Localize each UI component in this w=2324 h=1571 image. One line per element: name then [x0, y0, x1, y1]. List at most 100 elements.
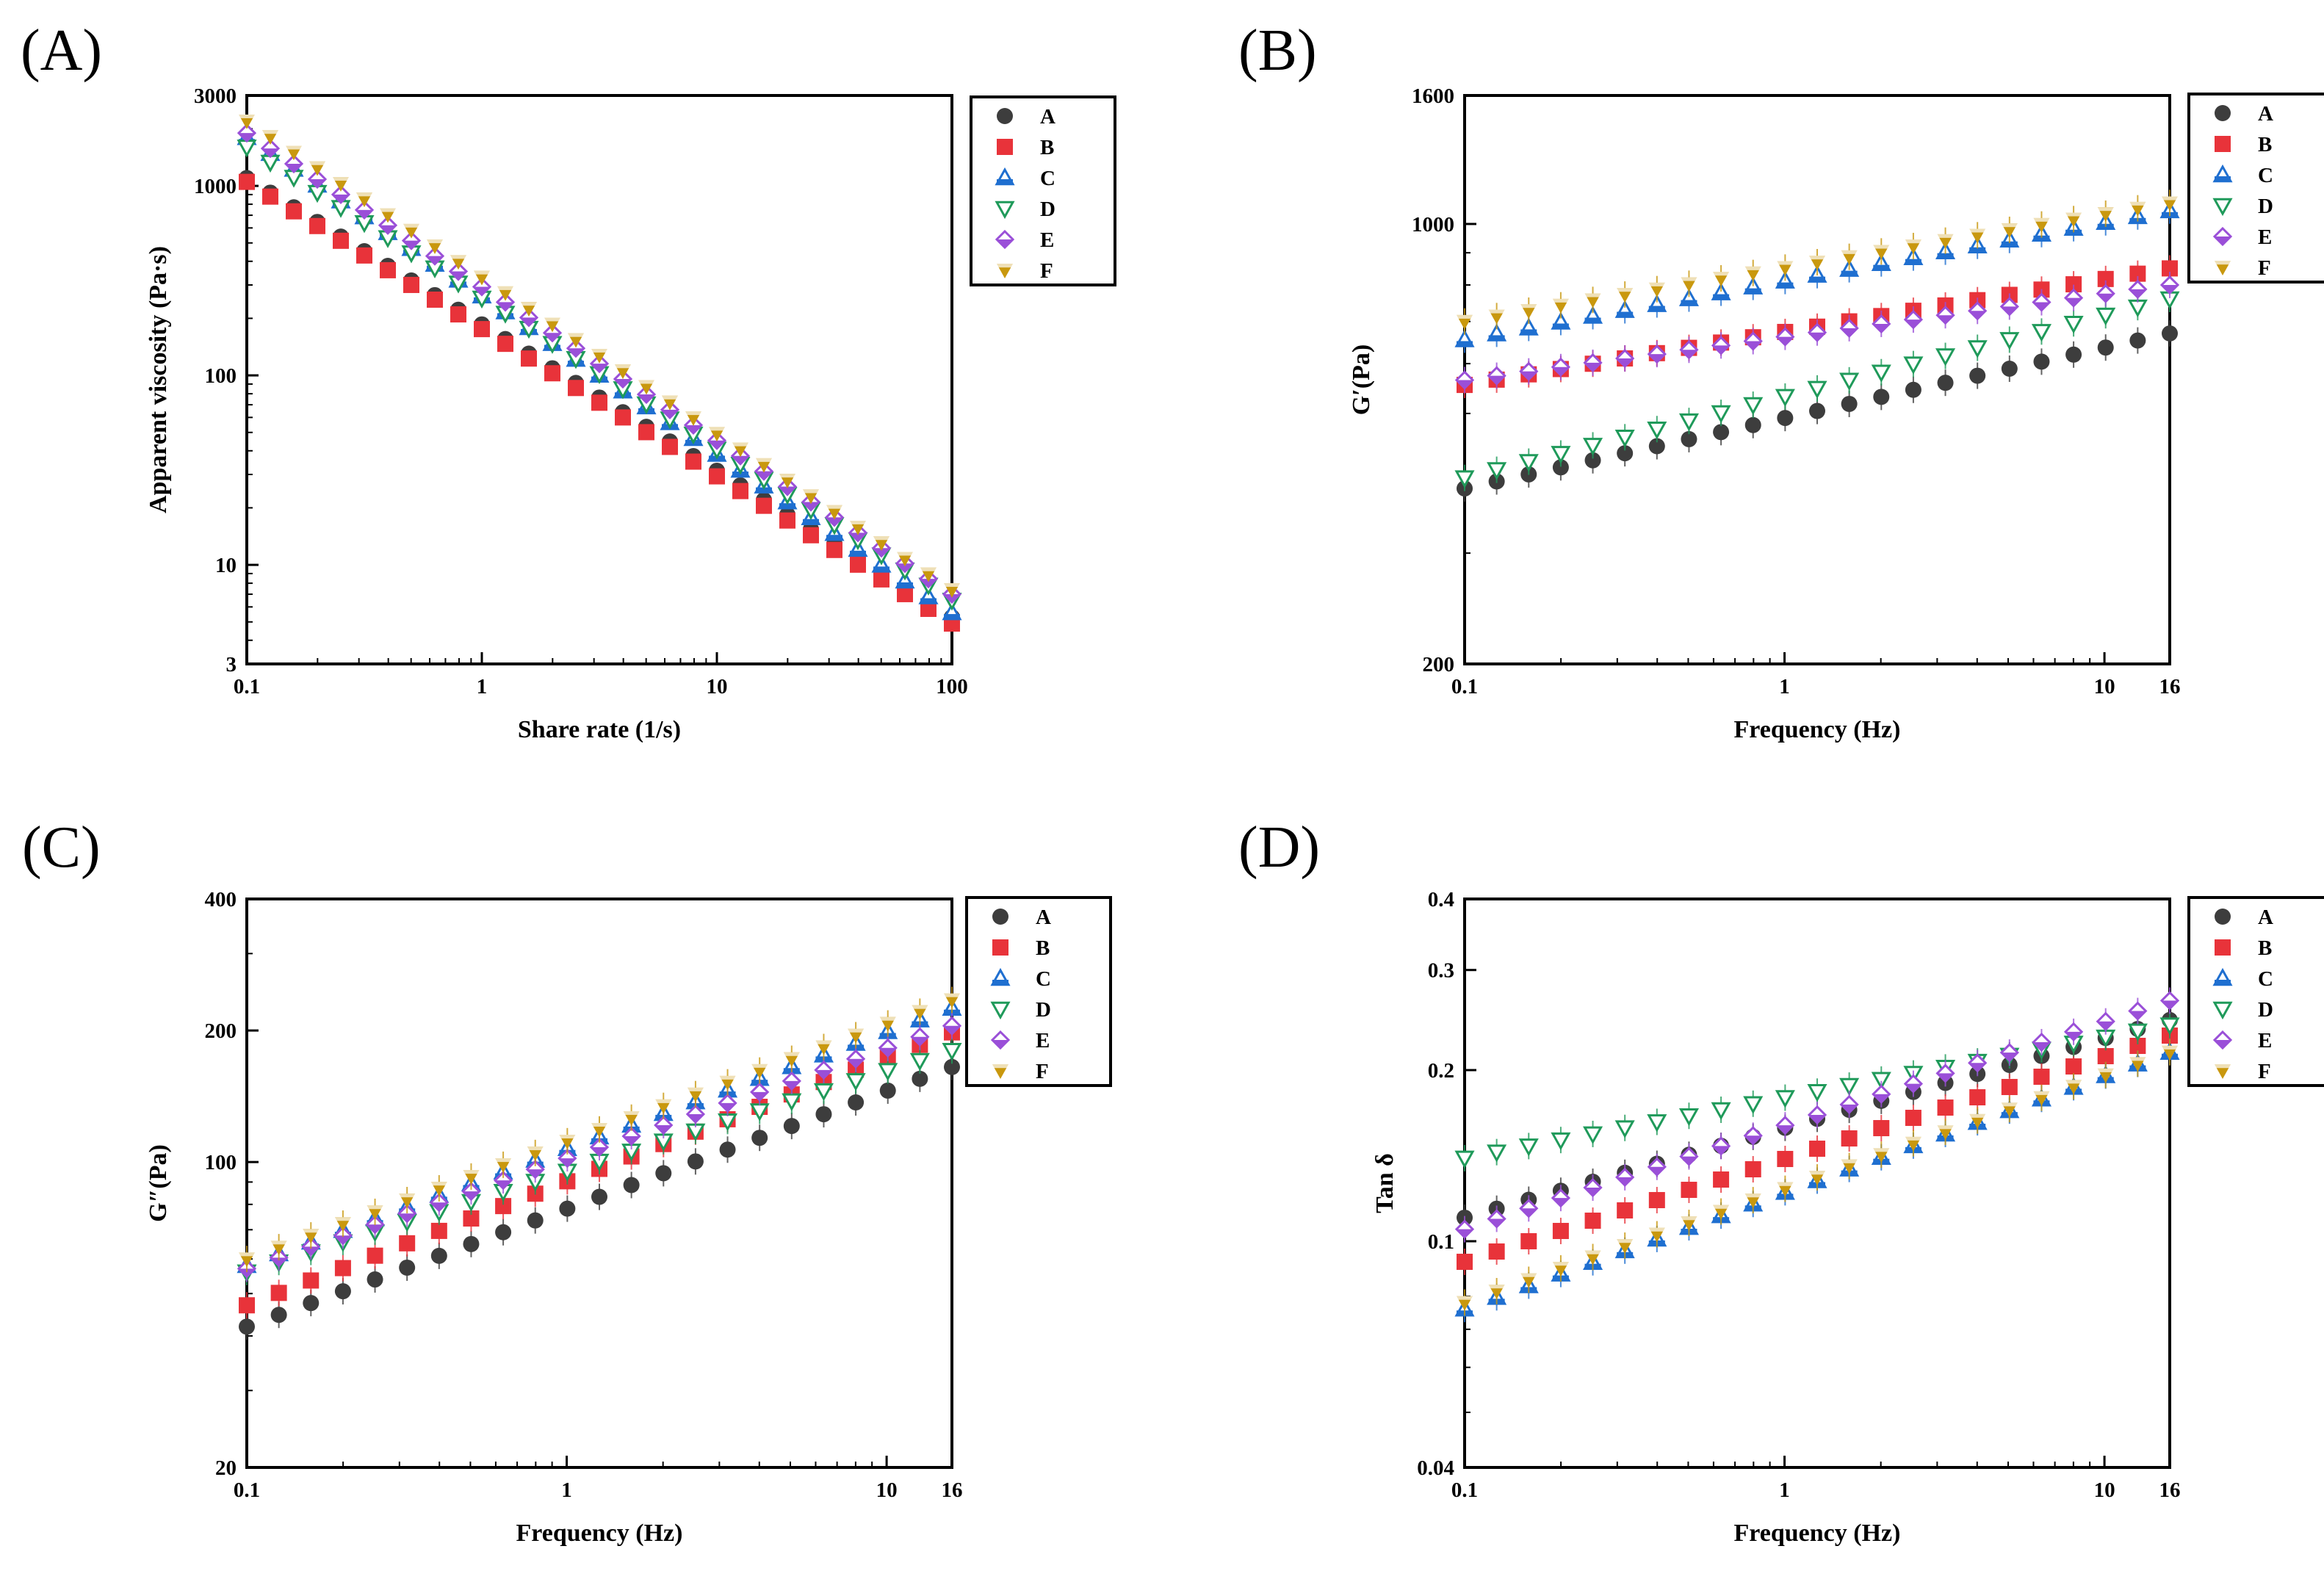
panel-c-point-a: [783, 1118, 800, 1135]
panel-b-point-e: [1968, 301, 1988, 321]
panel-a-point-f: [309, 161, 325, 176]
panel-a-point-b: [568, 380, 584, 397]
panel-d-point-f: [1841, 1159, 1858, 1174]
panel-a-point-b: [380, 261, 396, 278]
panel-d-series-e: [1454, 987, 2180, 1243]
panel-d-legend-label-e: E: [2258, 1029, 2272, 1052]
panel-b-point-d: [2127, 299, 2148, 318]
panel-a-ytick-label: 3000: [194, 84, 237, 108]
panel-d-point-e: [1968, 1053, 1988, 1073]
panel-c-point-a: [430, 1247, 447, 1264]
panel-b-point-a: [1744, 416, 1761, 433]
panel-a-point-f: [920, 567, 937, 582]
panel-d-point-f: [2033, 1091, 2050, 1106]
panel-c-xtick-label: 10: [876, 1478, 898, 1502]
panel-b-point-d: [1935, 348, 1956, 366]
panel-d-legend-marker-e: [2212, 1030, 2233, 1050]
panel-b-legend-label-e: E: [2258, 225, 2272, 249]
panel-b-legend-marker-b: [2215, 136, 2231, 152]
panel-c-point-b: [270, 1285, 287, 1301]
panel-b: (B) 0.1 1 10 16 200 1000 1600 Frequency (Hz) G′(P…: [1238, 18, 2324, 743]
panel-b-label: (B): [1238, 18, 1317, 83]
panel-c-point-a: [303, 1295, 320, 1312]
panel-a-point-b: [239, 173, 255, 190]
panel-b-point-f: [1969, 228, 1986, 244]
panel-c-point-a: [591, 1188, 607, 1205]
panel-d-point-f: [1488, 1285, 1505, 1300]
panel-b-point-f: [1617, 288, 1634, 303]
panel-a-point-f: [732, 442, 748, 458]
panel-c-point-e: [718, 1093, 737, 1113]
panel-c-point-e: [878, 1038, 898, 1058]
panel-a-point-e: [425, 246, 445, 266]
panel-d-point-b: [1905, 1110, 1921, 1127]
panel-d-xtick-label: 0.1: [1451, 1478, 1478, 1502]
panel-c-point-e: [910, 1027, 930, 1047]
panel-b-point-f: [1488, 309, 1505, 325]
panel-d-label: (D): [1238, 815, 1320, 880]
panel-a-series-d: [237, 140, 962, 611]
panel-c-point-a: [495, 1224, 512, 1240]
panel-b-series-f: [1457, 189, 2178, 335]
panel-d-series-f: [1457, 1039, 2178, 1316]
panel-c-legend-marker-e: [990, 1030, 1011, 1050]
panel-a-point-e: [237, 123, 257, 143]
panel-a-point-e: [495, 292, 516, 312]
panel-d-point-d: [1871, 1072, 1891, 1090]
panel-d-frame: [1463, 898, 2171, 1469]
panel-c-point-a: [239, 1318, 255, 1335]
panel-d-point-d: [2127, 1023, 2148, 1042]
panel-d-xtick-label: 1: [1779, 1478, 1790, 1502]
panel-b-point-a: [1713, 424, 1730, 441]
panel-c-point-a: [399, 1259, 416, 1276]
panel-b-point-c: [1487, 323, 1507, 342]
panel-d-point-e: [1743, 1126, 1763, 1146]
panel-b-point-e: [1615, 348, 1635, 369]
panel-b-point-e: [1935, 306, 1955, 325]
panel-b-ytick-label: 1600: [1412, 84, 1454, 108]
panel-a-point-b: [286, 203, 302, 220]
panel-c-point-b: [495, 1198, 512, 1215]
panel-a-frame: [245, 94, 953, 665]
panel-d-ytick-label: 0.2: [1428, 1059, 1454, 1083]
panel-b-point-d: [1807, 380, 1827, 399]
panel-d-point-b: [1744, 1161, 1761, 1178]
panel-b-ytick-label: 1000: [1412, 213, 1454, 236]
panel-b-point-b: [2129, 265, 2146, 282]
panel-a-point-b: [262, 188, 278, 205]
panel-c-point-f: [912, 1005, 928, 1020]
panel-a-point-e: [284, 154, 304, 174]
panel-d-point-f: [1552, 1262, 1569, 1277]
panel-a-xtick-label: 10: [707, 675, 728, 698]
panel-d-legend-label-d: D: [2258, 998, 2273, 1022]
panel-c-point-a: [848, 1094, 865, 1110]
panel-d-point-f: [1617, 1239, 1634, 1254]
panel-a-point-f: [262, 130, 278, 145]
panel-b-point-e: [1551, 357, 1571, 377]
panel-a-point-f: [403, 223, 419, 239]
panel-a-point-f: [685, 411, 701, 426]
panel-d-point-f: [1905, 1136, 1921, 1152]
panel-d-point-d: [1487, 1144, 1507, 1163]
panel-c-legend-marker-d: [990, 1001, 1011, 1020]
panel-b-point-a: [2065, 346, 2082, 363]
panel-d-series-b: [1457, 1022, 2178, 1276]
panel-a-point-b: [709, 468, 725, 485]
panel-b-point-a: [1617, 445, 1634, 462]
panel-d-point-b: [2001, 1079, 2018, 1096]
panel-a-legend-label-c: C: [1040, 167, 1055, 190]
panel-b-point-f: [1520, 304, 1537, 319]
panel-d-point-b: [2129, 1038, 2146, 1055]
panel-a-xtick-label: 1: [477, 675, 488, 698]
panel-c-legend-marker-b: [992, 939, 1008, 956]
panel-a-point-f: [474, 270, 490, 286]
panel-d-point-b: [1584, 1213, 1601, 1229]
panel-d-point-e: [1775, 1116, 1795, 1135]
panel-b-point-e: [1519, 361, 1539, 381]
panel-b-point-d: [1487, 462, 1507, 480]
panel-c-series-e: [237, 1012, 962, 1282]
panel-c-legend-label-d: D: [1036, 998, 1051, 1022]
